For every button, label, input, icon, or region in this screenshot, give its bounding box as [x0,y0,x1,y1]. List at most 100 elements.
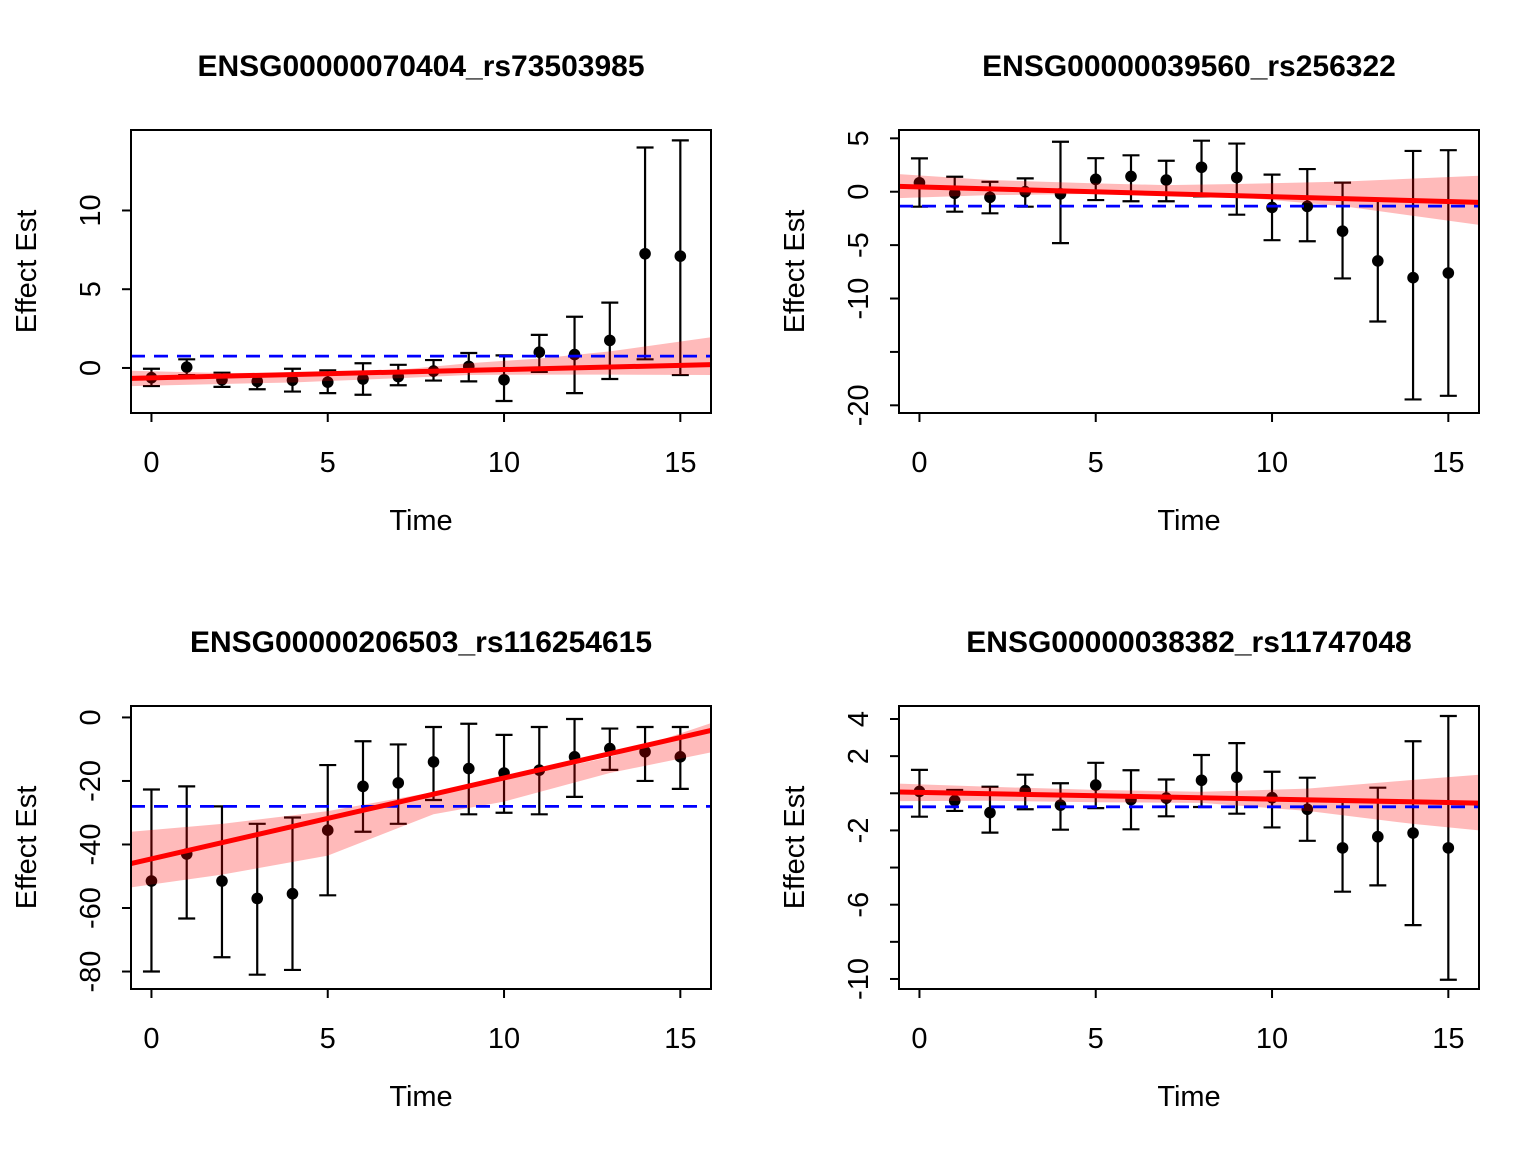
x-tick-label: 10 [488,447,520,479]
data-point [357,373,369,385]
y-tick-label: 5 [75,281,107,297]
data-point [1125,170,1137,183]
data-point [286,887,299,900]
y-tick-label: -2 [843,818,875,844]
data-point [1301,200,1314,213]
y-tick-label: 10 [75,194,107,226]
plot-box [898,705,1480,990]
panel-ENSG00000206503_rs116254615: 0 5 10 15 0 -20 -40 -60 -80 ENSG00000206503_rs116… [0,576,768,1152]
data-point [1089,173,1102,186]
panel-ENSG00000038382_rs11747048: 0 5 10 15 4 2 -2 -6 -10 ENSG00000038382_rs1174704… [768,576,1536,1152]
panel-background [0,0,768,576]
data-point [948,794,961,807]
x-tick-label: 0 [143,447,159,479]
data-point [1089,779,1102,791]
y-tick-label: -10 [843,278,875,320]
data-point [216,875,228,887]
data-point [533,346,546,359]
data-point [286,374,299,387]
panel-svg: 0 5 10 15 0 -20 -40 -60 -80 ENSG00000206503_rs116… [0,576,768,1152]
y-tick-label: -80 [75,951,107,993]
data-point [321,824,334,836]
panel-ENSG00000039560_rs256322: 0 5 10 15 5 0 -5 -10 -20 ENSG00000039560_rs256322… [768,0,1536,576]
x-tick-label: 15 [664,447,696,479]
data-point [1336,225,1349,237]
y-axis-label: Effect Est [779,786,811,910]
plot-area [899,714,1479,981]
data-point [1195,774,1208,787]
y-tick-label: -40 [75,824,107,866]
data-point [251,375,264,388]
data-point [1442,267,1455,279]
panel-background [768,576,1536,1152]
confidence-band [899,174,1479,225]
x-tick-label: 0 [911,1023,927,1055]
x-tick-label: 5 [320,1023,336,1055]
panel-svg: 0 5 10 15 4 2 -2 -6 -10 ENSG00000038382_rs1174704… [768,576,1536,1152]
plot-box [130,705,712,990]
x-tick-label: 10 [1256,1023,1288,1055]
y-tick-label: -10 [843,958,875,1000]
x-tick-label: 0 [911,447,927,479]
plot-area [131,717,711,976]
y-tick-label: 0 [75,709,107,725]
y-tick-label: -6 [843,892,875,918]
panel-title: ENSG00000039560_rs256322 [982,50,1396,83]
plot-box [130,129,712,414]
panel-title: ENSG00000070404_rs73503985 [197,50,644,83]
regression-line [899,183,1479,205]
panel-title: ENSG00000206503_rs116254615 [190,626,652,659]
regression-line [899,789,1479,806]
x-tick-label: 5 [1088,447,1104,479]
data-point [462,762,475,775]
data-point [1301,803,1314,816]
x-tick-label: 15 [1432,447,1464,479]
x-tick-label: 5 [320,447,336,479]
x-axis-label: Time [1157,1081,1220,1113]
data-point [674,250,687,262]
plot-area [899,139,1479,401]
panel-background [0,576,768,1152]
panel-svg: 0 5 10 15 0 5 10 ENSG00000070404_rs73503985 Time… [0,0,768,576]
y-tick-label: 5 [843,130,875,146]
y-axis-label: Effect Est [11,210,43,334]
data-point [639,745,651,758]
data-point [321,376,334,388]
y-axis-label: Effect Est [11,786,43,910]
y-tick-label: -20 [843,384,875,426]
data-point [1372,255,1384,267]
data-point [357,780,369,793]
data-point [1230,771,1243,784]
plot-area [131,139,711,403]
plot-box [898,129,1480,414]
x-tick-label: 15 [664,1023,696,1055]
y-tick-label: 4 [843,711,875,727]
data-point [1372,830,1384,843]
x-tick-label: 0 [143,1023,159,1055]
x-tick-label: 15 [1432,1023,1464,1055]
data-point [251,892,264,905]
y-tick-label: -20 [75,760,107,802]
data-point [1230,171,1243,184]
data-point [674,751,687,763]
data-point [427,756,440,768]
data-point [498,373,510,386]
data-point [1442,842,1455,854]
panel-svg: 0 5 10 15 5 0 -5 -10 -20 ENSG00000039560_rs256322… [768,0,1536,576]
data-point [984,191,996,204]
data-point [639,247,651,260]
panel-background [768,0,1536,576]
data-point [145,875,158,887]
x-axis-label: Time [389,505,452,537]
x-axis-label: Time [1157,505,1220,537]
x-axis-label: Time [389,1081,452,1113]
y-tick-label: -5 [843,232,875,258]
data-point [1407,827,1419,839]
y-tick-label: 0 [843,184,875,200]
data-point [392,777,405,789]
regression-line [131,362,711,381]
x-tick-label: 10 [1256,447,1288,479]
data-point [180,361,193,373]
data-point [604,334,616,347]
